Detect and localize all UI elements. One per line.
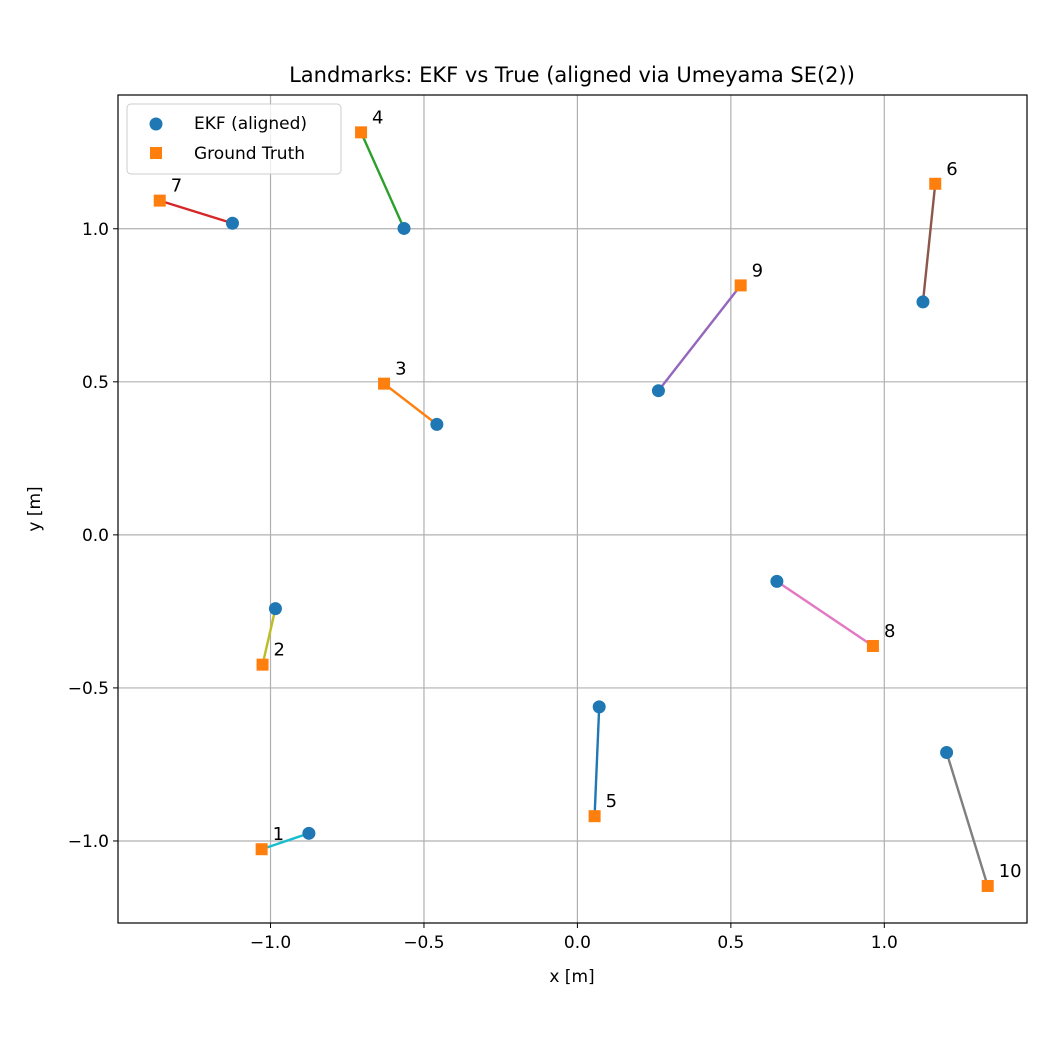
plot-area: 1 2 3 4 5 6 7 8 9 10 −1.0 −0.5 0.0 0.5 1.0 −1.0 −0.5 0.0 0… xyxy=(68,94,1028,953)
y-tick-label: 0.0 xyxy=(82,526,109,546)
y-tick-label: −0.5 xyxy=(68,679,109,699)
truth-point-8 xyxy=(866,639,879,652)
y-tick-label: −1.0 xyxy=(68,832,109,852)
y-tick-label: 1.0 xyxy=(82,220,109,240)
legend-ekf-marker xyxy=(149,117,163,131)
error-line-8 xyxy=(776,580,874,647)
error-line-4 xyxy=(359,131,406,229)
x-tick-label: 0.5 xyxy=(717,933,744,953)
landmark-label-2: 2 xyxy=(274,640,285,661)
ekf-point-3 xyxy=(430,417,444,431)
landmark-label-6: 6 xyxy=(946,159,957,180)
x-tick-label: −1.0 xyxy=(250,933,291,953)
truth-point-3 xyxy=(378,377,391,390)
axes-frame xyxy=(117,94,1028,924)
landmark-label-8: 8 xyxy=(884,621,895,642)
truth-point-9 xyxy=(734,279,747,292)
landmark-label-3: 3 xyxy=(395,359,406,380)
legend: EKF (aligned) Ground Truth xyxy=(126,103,342,175)
ekf-point-10 xyxy=(940,746,954,760)
truth-point-10 xyxy=(981,879,994,892)
legend-box xyxy=(126,103,342,175)
error-line-5 xyxy=(593,706,601,817)
legend-truth-label: Ground Truth xyxy=(194,144,305,164)
landmark-label-7: 7 xyxy=(171,176,182,197)
x-tick-label: 0.0 xyxy=(564,933,591,953)
ekf-point-9 xyxy=(651,384,665,398)
error-line-3 xyxy=(383,382,438,426)
y-tick-label: 0.5 xyxy=(82,373,109,393)
truth-point-1 xyxy=(255,843,268,856)
ekf-point-5 xyxy=(592,700,606,714)
landmark-label-10: 10 xyxy=(999,861,1022,882)
legend-ekf-label: EKF (aligned) xyxy=(194,114,307,134)
ekf-point-8 xyxy=(770,574,784,588)
landmark-label-5: 5 xyxy=(606,791,617,812)
error-line-2 xyxy=(261,608,277,665)
x-tick-label: −0.5 xyxy=(403,933,444,953)
truth-point-7 xyxy=(153,194,166,207)
x-tick-label: 1.0 xyxy=(871,933,898,953)
truth-point-6 xyxy=(929,177,942,190)
landmark-label-4: 4 xyxy=(372,107,383,128)
ekf-point-2 xyxy=(268,602,282,616)
x-axis-label: x [m] xyxy=(549,967,594,987)
ekf-point-7 xyxy=(225,216,239,230)
landmark-label-1: 1 xyxy=(273,824,284,845)
error-line-9 xyxy=(657,284,742,392)
landmark-label-9: 9 xyxy=(752,260,763,281)
error-line-6 xyxy=(921,183,937,303)
legend-truth-marker xyxy=(150,147,162,159)
ekf-point-4 xyxy=(397,221,411,235)
error-line-10 xyxy=(945,752,989,887)
truth-point-2 xyxy=(256,658,269,671)
y-axis-label: y [m] xyxy=(25,486,45,531)
error-line-7 xyxy=(159,199,233,225)
ekf-point-1 xyxy=(302,826,316,840)
truth-point-5 xyxy=(588,810,601,823)
error-line-1 xyxy=(261,832,310,851)
ekf-point-6 xyxy=(916,295,930,309)
chart-title: Landmarks: EKF vs True (aligned via Umey… xyxy=(289,63,855,87)
truth-point-4 xyxy=(355,126,368,139)
